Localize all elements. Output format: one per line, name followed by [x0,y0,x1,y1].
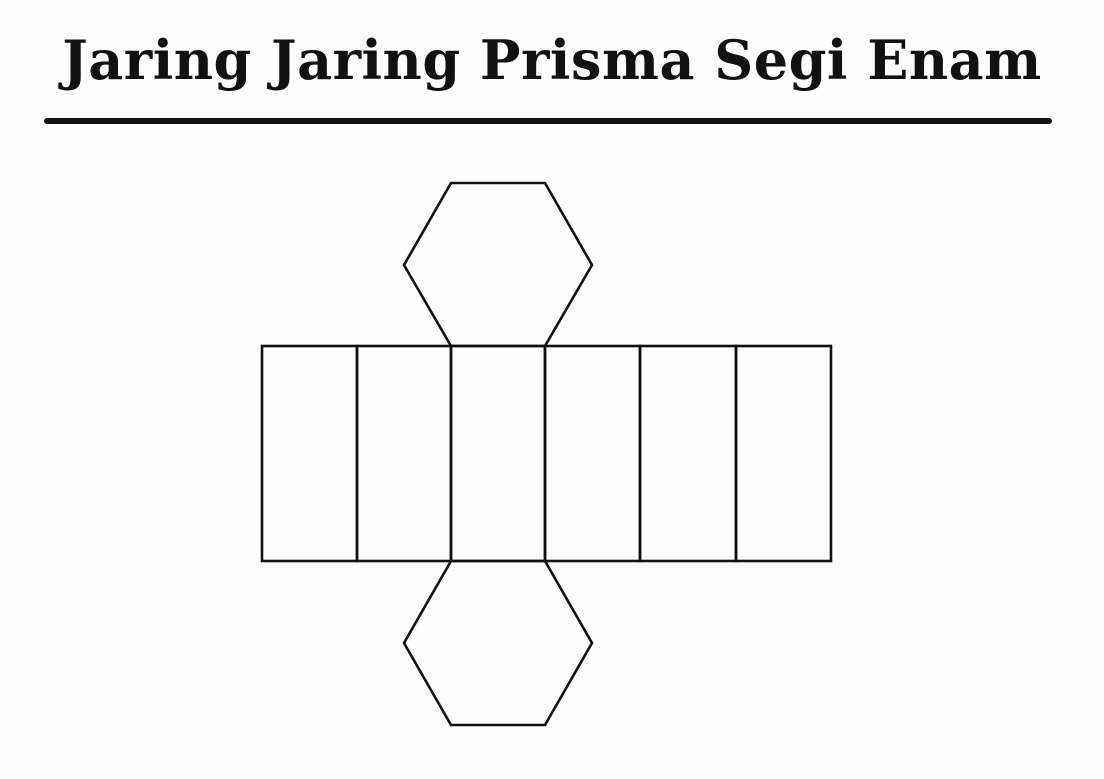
hexagon-top-base [402,181,594,348]
lateral-face [734,344,833,563]
lateral-face [638,344,738,563]
lateral-face [260,344,359,563]
hexagon-bottom-base [402,559,594,727]
page-title: Jaring Jaring Prisma Segi Enam [62,28,1042,92]
lateral-face [543,344,642,563]
title-divider [44,118,1052,124]
lateral-face [449,344,547,563]
lateral-faces [260,344,833,563]
lateral-face [355,344,453,563]
